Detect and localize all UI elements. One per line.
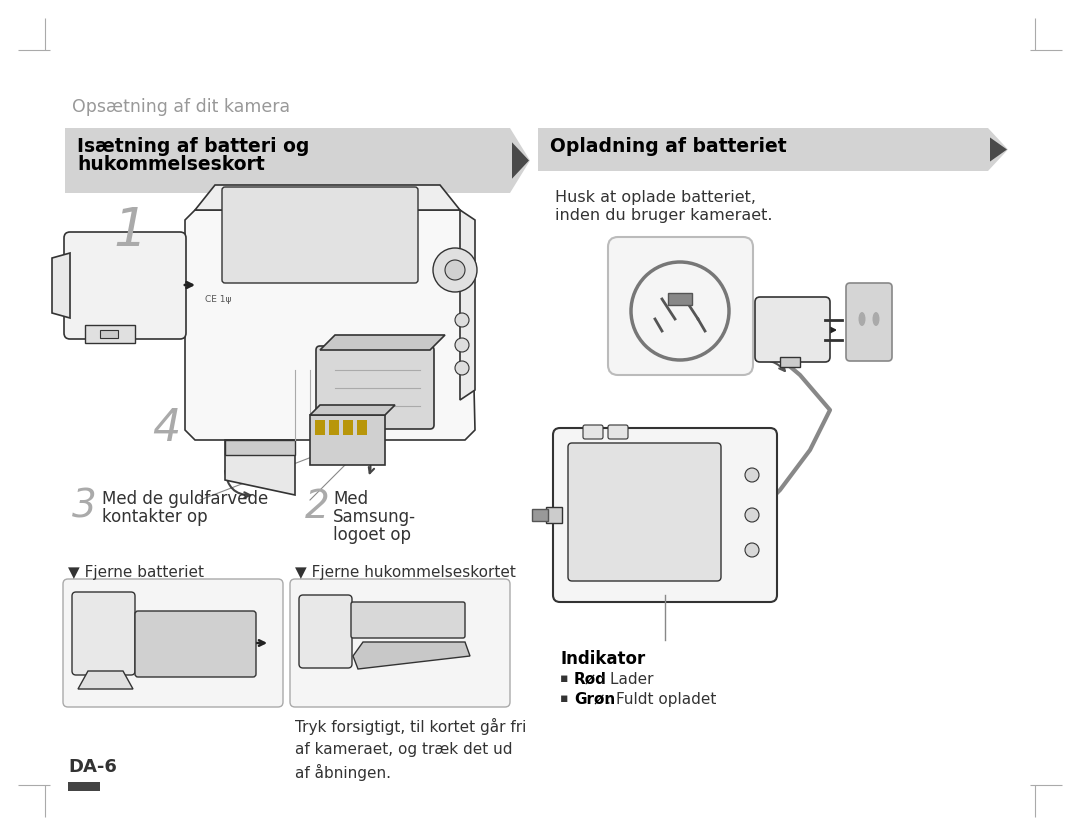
Polygon shape xyxy=(320,335,445,350)
Polygon shape xyxy=(990,138,1007,161)
Bar xyxy=(315,420,325,435)
Text: : Fuldt opladet: : Fuldt opladet xyxy=(606,692,716,707)
Bar xyxy=(310,415,384,465)
Text: 1: 1 xyxy=(113,205,147,257)
Circle shape xyxy=(455,361,469,375)
Text: Isætning af batteri og: Isætning af batteri og xyxy=(77,137,309,156)
Text: ▼ Fjerne batteriet: ▼ Fjerne batteriet xyxy=(68,565,204,580)
Polygon shape xyxy=(225,440,295,455)
FancyBboxPatch shape xyxy=(583,425,603,439)
Circle shape xyxy=(745,543,759,557)
Bar xyxy=(357,420,367,435)
Text: DA-6: DA-6 xyxy=(68,758,117,776)
Text: : Lader: : Lader xyxy=(600,672,653,687)
Text: Tryk forsigtigt, til kortet går fri
af kameraet, og træk det ud
af åbningen.: Tryk forsigtigt, til kortet går fri af k… xyxy=(295,718,526,782)
Bar xyxy=(68,782,100,791)
Bar xyxy=(343,420,353,435)
Polygon shape xyxy=(512,142,529,179)
FancyBboxPatch shape xyxy=(299,595,352,668)
Circle shape xyxy=(455,338,469,352)
FancyBboxPatch shape xyxy=(291,579,510,707)
Ellipse shape xyxy=(859,312,865,326)
Text: 3: 3 xyxy=(72,488,97,526)
Circle shape xyxy=(745,508,759,522)
FancyBboxPatch shape xyxy=(316,346,434,429)
Text: inden du bruger kameraet.: inden du bruger kameraet. xyxy=(555,208,772,223)
Text: 4: 4 xyxy=(152,407,180,450)
Text: Rød: Rød xyxy=(573,672,607,687)
Text: kontakter op: kontakter op xyxy=(102,508,207,526)
Text: CE 1ψ: CE 1ψ xyxy=(205,295,231,304)
Text: Husk at oplade batteriet,: Husk at oplade batteriet, xyxy=(555,190,756,205)
Text: ▼ Fjerne hukommelseskortet: ▼ Fjerne hukommelseskortet xyxy=(295,565,516,580)
Polygon shape xyxy=(353,642,470,669)
Text: Opsætning af dit kamera: Opsætning af dit kamera xyxy=(72,98,291,116)
Bar xyxy=(329,420,339,435)
FancyBboxPatch shape xyxy=(846,283,892,361)
Polygon shape xyxy=(52,253,70,318)
Bar xyxy=(85,325,135,343)
Text: Grøn: Grøn xyxy=(573,692,616,707)
Bar xyxy=(669,293,692,305)
Polygon shape xyxy=(225,440,295,495)
Polygon shape xyxy=(185,210,475,440)
Polygon shape xyxy=(195,185,460,210)
Bar xyxy=(780,357,800,367)
FancyBboxPatch shape xyxy=(553,428,777,602)
FancyBboxPatch shape xyxy=(222,187,418,283)
Text: logoet op: logoet op xyxy=(333,526,411,544)
FancyBboxPatch shape xyxy=(351,602,465,638)
Bar xyxy=(532,509,548,521)
FancyBboxPatch shape xyxy=(72,592,135,675)
Text: ▪: ▪ xyxy=(561,692,572,705)
FancyBboxPatch shape xyxy=(568,443,721,581)
FancyBboxPatch shape xyxy=(135,611,256,677)
FancyBboxPatch shape xyxy=(608,237,753,375)
Bar xyxy=(100,330,118,338)
Polygon shape xyxy=(460,210,475,400)
Text: Med de guldfarvede: Med de guldfarvede xyxy=(102,490,268,508)
Text: Indikator: Indikator xyxy=(561,650,645,668)
FancyBboxPatch shape xyxy=(608,425,627,439)
Polygon shape xyxy=(65,128,530,193)
Circle shape xyxy=(445,260,465,280)
Circle shape xyxy=(745,468,759,482)
Text: hukommelseskort: hukommelseskort xyxy=(77,154,265,174)
Bar xyxy=(546,507,562,523)
Text: Med: Med xyxy=(333,490,368,508)
Polygon shape xyxy=(538,128,1008,171)
Circle shape xyxy=(455,313,469,327)
Ellipse shape xyxy=(873,312,879,326)
Circle shape xyxy=(433,248,477,292)
FancyBboxPatch shape xyxy=(755,297,831,362)
Polygon shape xyxy=(310,405,395,415)
Text: ▪: ▪ xyxy=(561,672,572,685)
Text: 2: 2 xyxy=(305,488,329,526)
Polygon shape xyxy=(78,671,133,689)
Text: Samsung-: Samsung- xyxy=(333,508,416,526)
Text: Opladning af batteriet: Opladning af batteriet xyxy=(550,137,786,156)
FancyBboxPatch shape xyxy=(63,579,283,707)
FancyBboxPatch shape xyxy=(64,232,186,339)
